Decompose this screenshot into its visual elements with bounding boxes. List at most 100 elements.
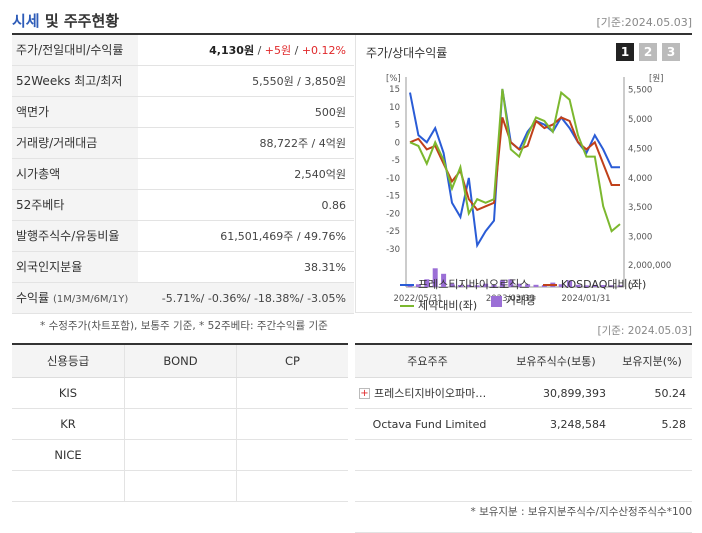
legend-item: 프레스티지바이오로직스 [400,277,529,293]
summary-row-par: 액면가 500원 [12,97,354,128]
volume-bar [415,284,421,287]
row-label: 거래량/거래대금 [12,128,138,158]
row-label: 외국인지분율 [12,252,138,282]
volume-bar [516,283,522,287]
legend-label: 제약대비(좌) [418,298,478,312]
left-tick-label: -25 [386,227,400,237]
cp-cell [236,378,348,408]
volume-bar [432,268,438,287]
price-value: 4,130원 [209,44,255,57]
row-label: 발행주식수/유동비율 [12,221,138,251]
volume-bar [541,285,547,287]
table-row [355,471,692,502]
expand-plus-icon[interactable]: + [359,387,370,399]
col-header: 보유주식수(보통) [516,355,596,368]
cp-cell [236,409,348,439]
volume-bar [558,284,564,287]
holder-name: Octava Fund Limited [372,417,487,431]
section-header: 시세 및 주주현황 [기준:2024.05.03] [12,10,692,32]
volume-bar [466,284,472,287]
summary-row-shares: 발행주식수/유동비율 61,501,469주 / 49.76% [12,221,354,252]
table-row: + 프레스티지바이오파마… 30,899,393 50.24 [355,378,692,409]
table-header: 주요주주 보유주식수(보통) 보유지분(%) [355,345,692,378]
col-header: 신용등급 [46,354,90,368]
x-tick-label: 2022/05/31 [394,294,443,304]
footnote-date: [기준: 2024.05.03] [597,325,692,337]
table-row: KIS [12,378,348,409]
right-tick-label: 4,500 [628,144,652,154]
section-title: 시세 및 주주현황 [12,10,119,31]
col-header: 보유지분(%) [622,355,682,368]
volume-bar [567,280,573,287]
agency-cell [12,471,124,501]
row-value: 2,540억원 [294,168,346,181]
holder-name: 프레스티지바이오파마… [374,386,487,400]
left-tick-label: -10 [386,174,400,184]
volume-bar [592,284,598,287]
x-tick-label: 2023/03/31 [486,294,535,304]
volume-bar [449,283,455,287]
left-tick-label: -15 [386,192,400,202]
series-line [409,116,620,212]
row-value: 61,501,469주 / 49.76% [220,230,346,243]
volume-bar [583,285,589,287]
chart-legend: 프레스티지바이오로직스 KOSDAQ대비(좌) 제약대비(좌) 거래량 [400,275,680,314]
volume-bar [491,285,497,287]
volume-bar [617,285,623,287]
bond-cell [124,378,236,408]
shares-cell [500,471,612,501]
shares-cell [500,440,612,470]
series-line [409,88,620,249]
volume-bar [424,279,430,287]
table-row: NICE [12,440,348,471]
pct-cell: 50.24 [654,387,687,400]
holder-name-cell [355,440,500,470]
right-tick-label: 3,000 [628,233,652,243]
pct-cell [612,440,692,470]
table-row [355,440,692,471]
row-label: 시가총액 [12,159,138,189]
chart-title: 주가/상대수익률 [366,46,448,60]
left-tick-label: 0 [395,138,400,148]
volume-bar [533,284,539,287]
legend-box-icon [490,295,502,307]
volume-bar [441,273,447,287]
title-main: 시세 [12,12,40,30]
volume-bar [600,285,606,287]
right-tick-label: 5,000 [628,115,652,125]
bond-cell [124,440,236,470]
agency-cell: KIS [58,386,78,400]
volume-bar [575,284,581,287]
chart-tab-3[interactable]: 3 [662,43,680,61]
summary-row-beta: 52주베타 0.86 [12,190,354,221]
chart-tab-2[interactable]: 2 [639,43,657,61]
chart-tab-1[interactable]: 1 [616,43,634,61]
volume-bar [483,283,489,287]
volume-tick-label: 2,000,000 [628,261,671,271]
returns-value: -5.71%/ -0.36%/ -18.38%/ -3.05% [132,283,354,313]
col-header: CP [236,345,348,377]
x-tick-label: 2024/01/31 [562,294,611,304]
row-label: 액면가 [12,97,138,127]
right-unit-label: [원] [649,74,663,84]
holder-name-cell [355,471,500,501]
chart-tab-buttons: 1 2 3 [616,43,680,61]
agency-cell: KR [60,417,76,431]
left-tick-label: -20 [386,209,400,219]
col-header: BOND [124,345,236,377]
series-line [409,88,621,233]
row-value: 38.31% [304,261,346,274]
legend-label: KOSDAQ대비(좌) [560,278,647,291]
table-header: 신용등급 BOND CP [12,345,348,378]
left-tick-label: 5 [395,121,400,131]
volume-bar [499,280,505,287]
shares-cell: 3,248,584 [550,418,606,431]
legend-item: 거래량 [490,293,536,309]
volume-tick-label: 0 [628,282,633,292]
pct-cell [612,471,692,501]
footnote-left: * 수정주가(차트포함), 보통주 기준, * 52주베타: 주간수익률 기준 [40,320,328,332]
summary-row-marketcap: 시가총액 2,540억원 [12,159,354,190]
bond-cell [124,471,236,501]
pct-cell: 5.28 [661,418,687,431]
cp-cell [236,440,348,470]
